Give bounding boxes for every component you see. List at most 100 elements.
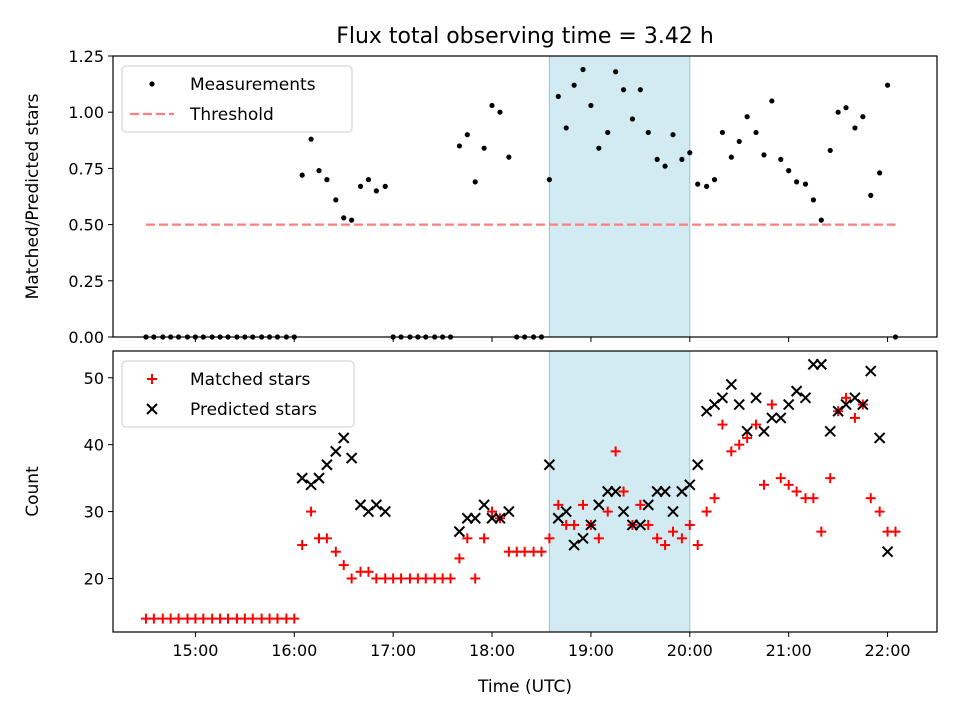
measurement-point [654, 156, 660, 163]
matched-star-point [816, 526, 827, 537]
predicted-star-point [741, 425, 753, 437]
predicted-star-mark-b [815, 358, 828, 371]
predicted-star-mark-b [857, 398, 869, 411]
predicted-star-point [338, 432, 350, 444]
predicted-star-mark-b [716, 392, 729, 404]
matched-star-point [660, 540, 671, 551]
xtick-label: 16:00 [271, 641, 317, 660]
measurement-point [645, 129, 651, 136]
predicted-star-mark-b [659, 485, 671, 498]
measurement-point [687, 150, 693, 156]
legend-label: Threshold [189, 105, 274, 125]
matched-star-point [709, 493, 720, 504]
matched-star-point [148, 613, 159, 624]
measurement-point [382, 183, 388, 189]
predicted-star-mark-b [585, 519, 597, 531]
predicted-star-mark-b [296, 472, 308, 484]
predicted-star-mark-b [609, 485, 622, 498]
matched-star-point [297, 540, 308, 551]
measurement-point [571, 82, 577, 88]
predicted-star-point [716, 392, 729, 404]
predicted-star-mark-b [642, 499, 654, 511]
measurement-point [506, 154, 512, 160]
predicted-star-point [857, 398, 869, 411]
xtick-label: 18:00 [469, 641, 515, 660]
x-axis-label: Time (UTC) [477, 677, 572, 697]
measurement-point [761, 152, 767, 158]
predicted-star-mark-b [824, 425, 836, 437]
measurement-point [778, 156, 784, 163]
measurement-point [357, 183, 364, 189]
xtick-label: 20:00 [667, 641, 713, 660]
top-ytick-label: 0.75 [68, 159, 104, 178]
matched-star-point [578, 499, 589, 510]
matched-star-point [198, 613, 209, 624]
predicted-star-mark-b [692, 459, 704, 471]
matched-star-point [371, 573, 382, 584]
predicted-star-point [543, 459, 556, 471]
matched-star-point [742, 432, 753, 443]
predicted-star-point [494, 512, 506, 524]
measurement-point [769, 98, 775, 104]
matched-star-point [519, 546, 530, 557]
matched-star-point [602, 506, 613, 517]
measurement-point [365, 177, 372, 183]
predicted-star-mark-b [667, 505, 679, 518]
predicted-star-point [593, 499, 605, 511]
measurement-point [852, 125, 858, 131]
predicted-star-mark-b [568, 539, 580, 551]
predicted-star-point [560, 505, 572, 518]
predicted-star-mark-b [370, 499, 383, 511]
measurement-point [719, 129, 726, 136]
predicted-star-point [478, 499, 490, 511]
measurement-point [563, 125, 569, 131]
matched-star-point [791, 486, 802, 497]
matched-star-point [346, 573, 357, 584]
matched-star-point [751, 419, 762, 430]
bot-legend-box [121, 360, 355, 428]
predicted-star-point [865, 365, 877, 377]
matched-star-point [865, 493, 876, 504]
top-ytick-label: 1.25 [68, 47, 104, 66]
measurement-point [662, 163, 668, 169]
xtick-label: 21:00 [766, 641, 812, 660]
matched-star-point [783, 479, 794, 490]
legend-label: Matched stars [190, 370, 310, 390]
measurement-point [835, 109, 841, 115]
matched-star-point [618, 486, 629, 497]
matched-star-point [825, 473, 836, 484]
predicted-star-mark-b [543, 459, 556, 471]
predicted-star-point [503, 505, 515, 518]
measurement-point [793, 179, 800, 185]
matched-star-point [544, 533, 555, 544]
matched-star-point [470, 573, 481, 584]
measurement-point [555, 93, 561, 100]
measurement-point [728, 154, 734, 160]
predicted-star-mark-b [849, 392, 861, 404]
predicted-star-point [345, 452, 358, 464]
measurement-point [711, 177, 718, 183]
measurement-point [472, 179, 478, 185]
predicted-star-mark-b [354, 499, 367, 511]
predicted-star-mark-b [503, 505, 515, 518]
predicted-star-mark-b [725, 378, 738, 391]
measurement-point [299, 172, 305, 178]
measurement-point [596, 145, 602, 151]
top-ytick-label: 1.00 [68, 103, 104, 122]
matched-star-point [841, 392, 852, 403]
predicted-star-point [568, 539, 580, 551]
top-panel: 0.00 0.25 0.50 0.75 1.00 1.25 Matched/Predict… [23, 47, 938, 347]
measurement-point [333, 197, 339, 203]
xtick-label: 17:00 [370, 641, 416, 660]
predicted-star-mark-b [338, 432, 350, 444]
matched-star-point [758, 479, 769, 490]
predicted-star-mark-b [881, 546, 894, 558]
matched-star-point [462, 533, 473, 544]
predicted-star-mark-b [313, 472, 325, 484]
legend-label: Measurements [190, 75, 316, 95]
measurement-point [884, 82, 891, 88]
measurement-point [670, 132, 676, 138]
predicted-star-point [881, 546, 894, 558]
predicted-star-mark-b [865, 365, 877, 377]
predicted-star-mark-b [560, 505, 572, 518]
